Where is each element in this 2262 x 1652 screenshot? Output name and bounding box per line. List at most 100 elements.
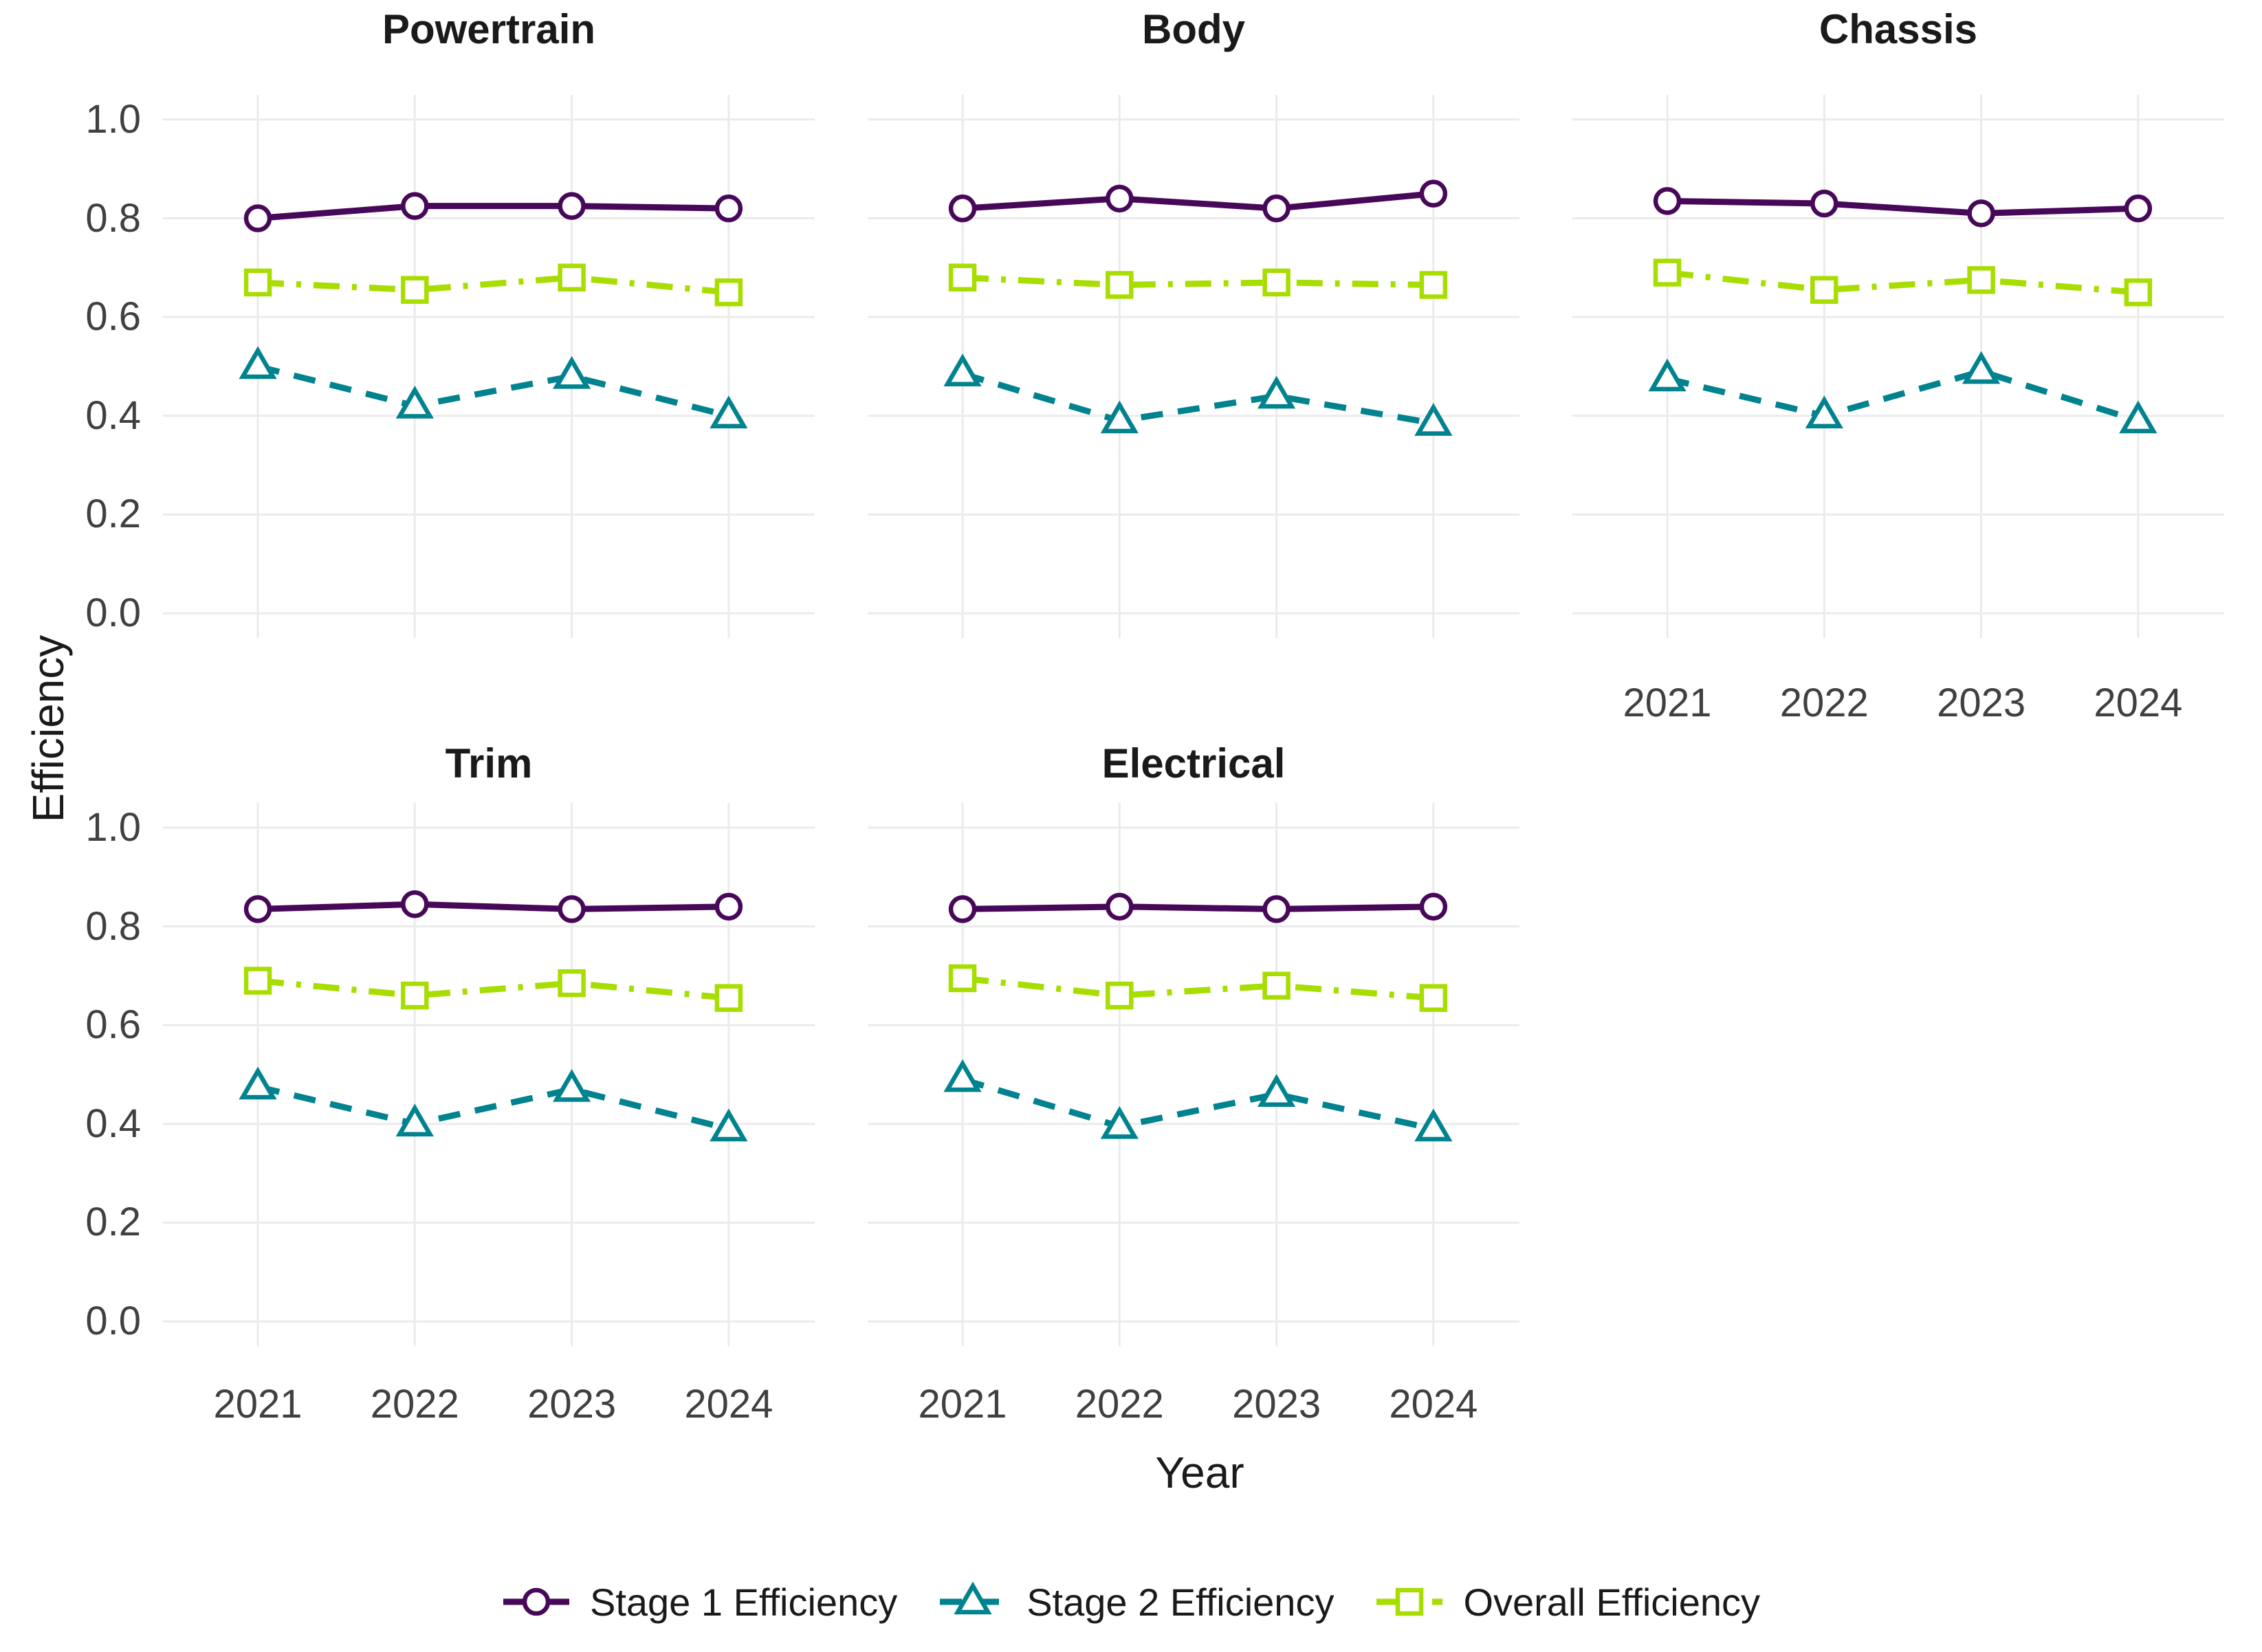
x-tick-label: 2021 [1623,681,1712,725]
square-marker-icon [243,268,272,297]
legend-item-stage1: Stage 1 Efficiency [502,1574,897,1629]
square-marker-icon [1262,971,1291,1000]
square-marker-icon [1262,268,1291,297]
x-tick-label: 2023 [1937,681,2026,725]
plot-area-powertrain [163,95,815,638]
circle-marker-icon [1419,179,1448,208]
square-marker-icon [948,263,977,291]
stage2-line [256,363,729,419]
square-marker-icon [401,276,429,304]
triangle-marker-icon [1100,1105,1139,1139]
overall-line [962,274,1434,289]
circle-marker-icon [1106,892,1134,921]
circle-marker-icon [1810,189,1838,218]
triangle-marker-icon [954,1581,992,1615]
legend-item-stage2: Stage 2 Efficiency [938,1574,1334,1629]
square-marker-icon [401,981,429,1010]
circle-marker-icon [714,194,743,223]
triangle-marker-icon [1257,375,1296,409]
overall-line [962,975,1434,1002]
triangle-marker-icon [1805,395,1843,429]
panel-powertrain [163,95,815,638]
square-marker-icon [558,263,586,291]
circle-marker-icon [948,895,977,923]
triangle-key-glyph-icon [940,1581,1007,1615]
x-tick-label: 2021 [213,1382,303,1427]
square-marker-icon [243,967,272,995]
stage1-line [962,903,1434,912]
circle-marker-icon [401,890,429,918]
y-tick-label: 0.2 [85,1200,141,1245]
x-tick-label: 2023 [1232,1382,1321,1427]
y-tick-label: 1.0 [85,804,141,850]
circle-marker-icon [522,1587,551,1616]
legend: Stage 1 Efficiency Stage 2 Efficiency Ov… [0,1561,2262,1643]
plot-area-electrical [868,803,1519,1346]
square-marker-icon [1396,1587,1424,1616]
triangle-marker-icon [1414,403,1453,436]
triangle-marker-icon [710,395,748,429]
stage1-line [257,901,729,912]
y-tick-label: 0.0 [85,1299,141,1344]
circle-marker-icon [558,192,586,220]
triangle-marker-icon [1414,1108,1453,1142]
triangle-marker-icon [943,1059,982,1092]
square-marker-icon [1106,981,1134,1010]
legend-item-overall: Overall Efficiency [1375,1574,1760,1629]
square-marker-icon [1419,271,1448,299]
overall-square-marker-icon [1375,1574,1444,1629]
triangle-marker-icon [710,1108,748,1142]
panel-trim [163,803,815,1346]
stage2-line [961,1076,1434,1132]
y-axis-title: Efficiency [23,635,73,823]
square-marker-icon [1810,276,1838,304]
square-marker-icon [2124,278,2153,307]
x-axis-title: Year [1155,1448,1244,1497]
facet-title-chassis: Chassis [1819,6,1978,52]
stage1-line [962,190,1434,212]
circle-marker-icon [243,895,272,923]
square-marker-icon [1106,271,1134,299]
triangle-marker-icon [395,385,434,419]
triangle-marker-icon [552,355,591,389]
plot-area-trim [163,803,815,1346]
circle-marker-icon [714,892,743,921]
panel-body [868,95,1519,638]
stage2-triangle-marker-icon [938,1574,1007,1629]
overall-line [257,978,729,1002]
square-marker-icon [714,278,743,307]
square-marker-icon [948,964,977,993]
x-tick-label: 2022 [370,1382,459,1427]
plot-area-chassis [1572,95,2224,638]
x-tick-label: 2021 [918,1382,1007,1427]
overall-line [1667,269,2139,296]
y-tick-label: 0.4 [85,393,141,438]
circle-marker-icon [1262,895,1291,923]
triangle-marker-icon [1962,351,2001,384]
square-marker-icon [1967,266,1995,294]
triangle-marker-icon [1100,400,1139,434]
panel-electrical [868,803,1519,1346]
stage1-circle-marker-icon [502,1574,571,1629]
square-marker-icon [1653,258,1682,287]
legend-label-stage1: Stage 1 Efficiency [589,1580,898,1624]
x-tick-label: 2022 [1779,681,1869,725]
y-tick-label: 1.0 [85,96,141,142]
circle-marker-icon [1106,184,1134,213]
legend-label-overall: Overall Efficiency [1463,1580,1761,1624]
y-tick-label: 0.2 [85,492,141,537]
stage1-line [257,203,729,222]
facet-title-powertrain: Powertrain [382,6,596,52]
square-marker-icon [1419,984,1448,1012]
x-tick-label: 2024 [1389,1382,1478,1427]
x-tick-label: 2024 [684,1382,773,1427]
triangle-marker-icon [2119,400,2157,434]
triangle-marker-icon [239,1066,277,1100]
triangle-marker-icon [1648,358,1687,392]
panel-chassis [1572,95,2224,638]
triangle-marker-icon [395,1103,434,1137]
circle-marker-icon [2124,194,2153,223]
y-tick-label: 0.6 [85,294,141,340]
triangle-marker-icon [239,346,277,379]
circle-key-glyph-icon [503,1587,569,1616]
